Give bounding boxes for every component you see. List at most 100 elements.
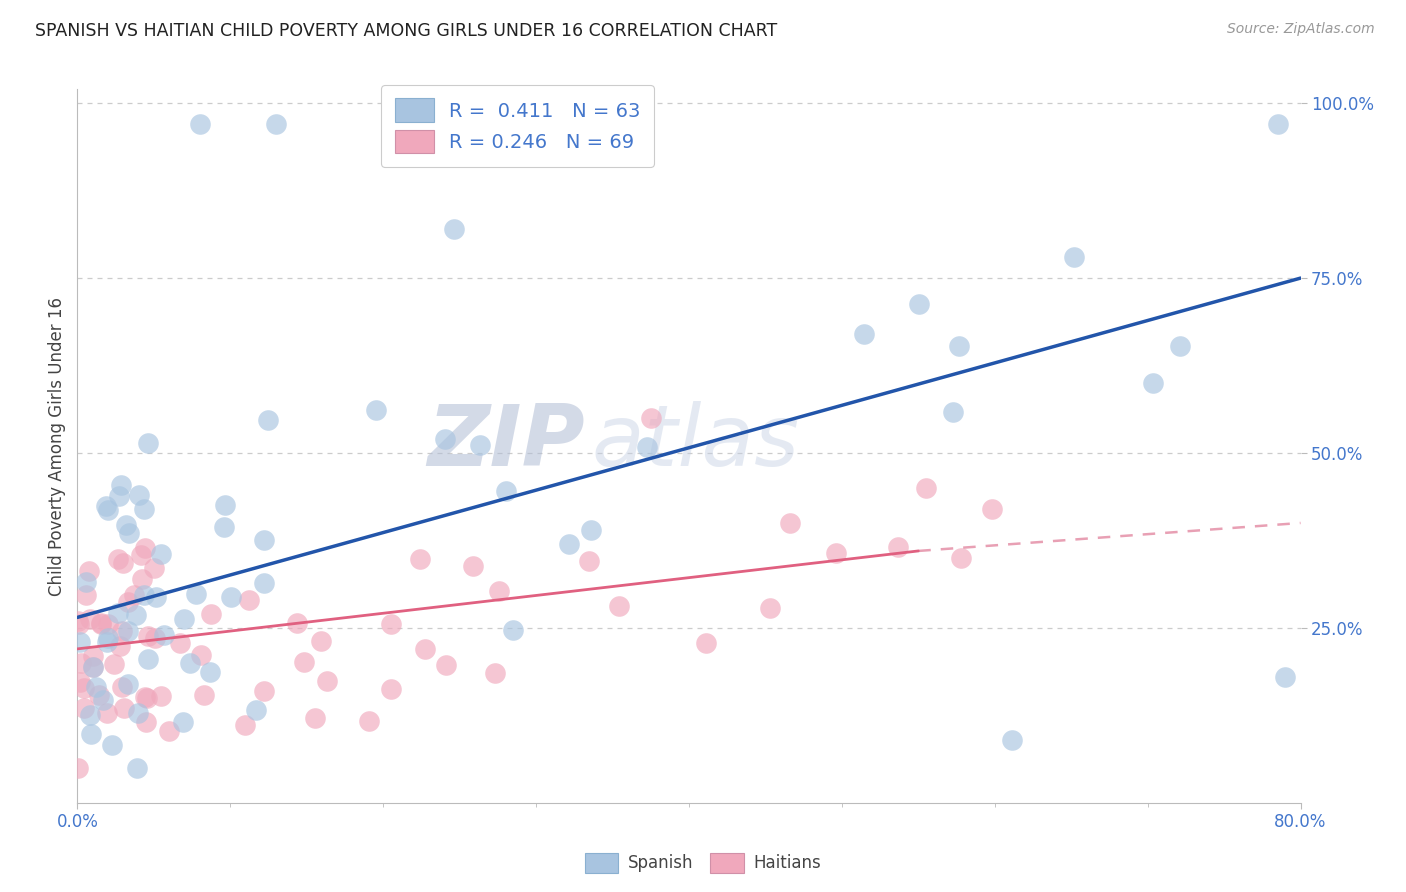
Text: atlas: atlas	[591, 401, 799, 484]
Point	[779, 516, 801, 530]
Text: SPANISH VS HAITIAN CHILD POVERTY AMONG GIRLS UNDER 16 CORRELATION CHART: SPANISH VS HAITIAN CHILD POVERTY AMONG G…	[35, 22, 778, 40]
Point	[502, 623, 524, 637]
Point	[97, 617, 120, 632]
Point	[69, 675, 91, 690]
Point	[759, 601, 782, 615]
Point	[127, 706, 149, 720]
Point	[173, 612, 195, 626]
Point	[145, 591, 167, 605]
Point	[128, 488, 150, 502]
Point	[107, 606, 129, 620]
Point	[609, 599, 631, 613]
Point	[193, 688, 215, 702]
Text: Source: ZipAtlas.com: Source: ZipAtlas.com	[1227, 22, 1375, 37]
Point	[138, 435, 160, 450]
Text: ZIP: ZIP	[427, 401, 585, 484]
Legend: Spanish, Haitians: Spanish, Haitians	[578, 847, 828, 880]
Point	[253, 533, 276, 547]
Point	[413, 642, 436, 657]
Point	[264, 117, 287, 131]
Point	[578, 554, 600, 568]
Point	[484, 666, 506, 681]
Point	[315, 673, 337, 688]
Point	[117, 677, 139, 691]
Point	[212, 520, 235, 534]
Point	[118, 526, 141, 541]
Point	[915, 481, 938, 495]
Point	[79, 564, 101, 578]
Y-axis label: Child Poverty Among Girls Under 16: Child Poverty Among Girls Under 16	[48, 296, 66, 596]
Point	[114, 700, 136, 714]
Point	[91, 693, 114, 707]
Point	[257, 413, 280, 427]
Point	[292, 655, 315, 669]
Point	[245, 703, 267, 717]
Point	[107, 552, 129, 566]
Point	[87, 688, 110, 702]
Point	[468, 437, 491, 451]
Point	[311, 634, 333, 648]
Point	[200, 607, 222, 621]
Point	[188, 117, 211, 131]
Point	[69, 635, 91, 649]
Point	[149, 690, 172, 704]
Point	[1142, 376, 1164, 390]
Point	[179, 656, 201, 670]
Point	[380, 616, 402, 631]
Point	[852, 327, 875, 342]
Point	[70, 656, 93, 670]
Point	[80, 727, 103, 741]
Point	[495, 484, 517, 499]
Point	[942, 405, 965, 419]
Point	[366, 403, 388, 417]
Point	[980, 502, 1002, 516]
Point	[1001, 732, 1024, 747]
Legend: R =  0.411   N = 63, R = 0.246   N = 69: R = 0.411 N = 63, R = 0.246 N = 69	[381, 85, 654, 167]
Point	[636, 440, 658, 454]
Point	[1063, 250, 1085, 264]
Point	[111, 556, 134, 570]
Point	[67, 617, 90, 632]
Point	[579, 523, 602, 537]
Point	[90, 616, 112, 631]
Point	[359, 714, 381, 728]
Point	[90, 616, 112, 631]
Point	[434, 657, 457, 672]
Point	[169, 635, 191, 649]
Point	[640, 411, 662, 425]
Point	[143, 631, 166, 645]
Point	[253, 683, 276, 698]
Point	[136, 652, 159, 666]
Point	[125, 607, 148, 622]
Point	[434, 432, 457, 446]
Point	[238, 593, 260, 607]
Point	[73, 701, 96, 715]
Point	[198, 665, 221, 679]
Point	[557, 537, 579, 551]
Point	[134, 690, 156, 704]
Point	[110, 478, 132, 492]
Point	[96, 706, 118, 720]
Point	[76, 574, 98, 589]
Point	[79, 708, 101, 723]
Point	[97, 503, 120, 517]
Point	[695, 636, 717, 650]
Point	[149, 548, 172, 562]
Point	[115, 517, 138, 532]
Point	[1168, 339, 1191, 353]
Point	[380, 682, 402, 697]
Point	[143, 561, 166, 575]
Point	[824, 546, 846, 560]
Point	[233, 718, 256, 732]
Point	[84, 681, 107, 695]
Point	[122, 589, 145, 603]
Point	[97, 631, 120, 645]
Point	[82, 660, 104, 674]
Point	[285, 615, 308, 630]
Point	[136, 629, 159, 643]
Point	[82, 660, 104, 674]
Point	[73, 681, 96, 695]
Point	[887, 541, 910, 555]
Point	[134, 588, 156, 602]
Point	[184, 586, 207, 600]
